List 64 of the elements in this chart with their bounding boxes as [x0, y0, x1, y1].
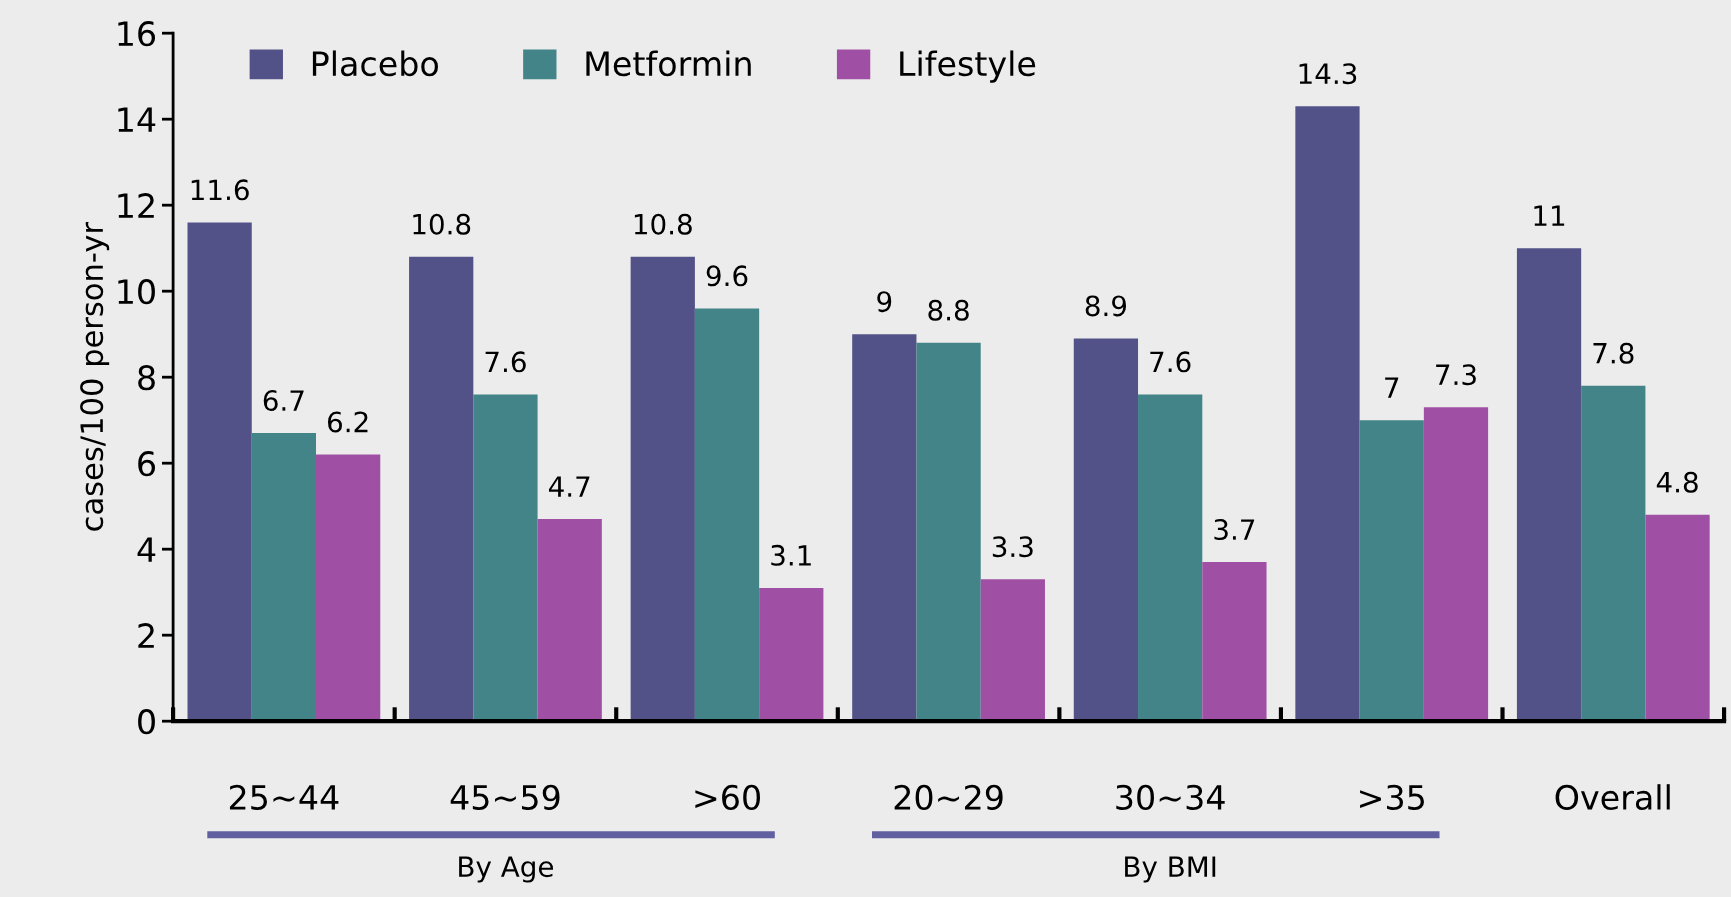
bar: [980, 579, 1045, 722]
bar: [251, 433, 317, 722]
bar: [916, 342, 981, 722]
bar: [1359, 420, 1424, 722]
data-label: 7.3: [1436, 364, 1476, 386]
data-label: 3.1: [771, 544, 811, 566]
x-tick-label: 20~29: [894, 784, 1003, 810]
y-tick-label: 4: [137, 537, 156, 562]
bar: [852, 334, 917, 722]
data-label: 11: [1534, 205, 1565, 226]
data-label: 9: [877, 291, 892, 313]
bar: [1516, 248, 1582, 722]
text: By BMI: [1125, 856, 1216, 883]
data-label: 14.3: [1299, 63, 1357, 85]
x-tick-label: >35: [1360, 784, 1424, 810]
bar: [630, 256, 695, 722]
y-axis-title: cases/100 person-yr: [80, 222, 110, 531]
data-label: 4.7: [548, 476, 590, 497]
text: By Age: [459, 856, 553, 883]
bar: [187, 222, 252, 722]
x-tick-label: >60: [695, 784, 760, 810]
y-tick-label: 0: [138, 709, 155, 735]
y-tick-label: 2: [138, 623, 154, 648]
data-label: 10.8: [634, 213, 692, 235]
data-label: 8.9: [1085, 295, 1127, 317]
data-label: 7: [1385, 377, 1399, 398]
x-tick-label: 30~34: [1116, 784, 1225, 810]
y-tick-label: 8: [138, 365, 155, 391]
x-tick-label: 25~44: [229, 784, 339, 810]
bar: [1202, 562, 1267, 722]
data-label: 9.6: [706, 265, 748, 287]
bar: [316, 454, 381, 722]
data-label: 7.6: [485, 351, 526, 373]
y-tick-label: 14: [118, 107, 156, 132]
data-label: 3.7: [1214, 519, 1255, 541]
bar: [537, 519, 602, 722]
bar: [694, 308, 760, 722]
bar: [1581, 385, 1646, 722]
bar: [1295, 106, 1360, 722]
data-label: 8.8: [928, 299, 969, 321]
bar: [409, 256, 474, 722]
data-label: 7.6: [1150, 351, 1191, 373]
x-tick-label: 45~59: [450, 784, 560, 810]
legend-label: Placebo: [312, 50, 438, 77]
bar: [1138, 394, 1203, 722]
data-label: 3.3: [992, 536, 1033, 558]
data-label: 6.2: [327, 411, 368, 433]
data-label: 10.8: [413, 213, 471, 235]
bar: [1645, 514, 1710, 722]
bar: [759, 587, 824, 722]
legend-label: Metformin: [586, 50, 751, 77]
y-tick-label: 6: [138, 451, 156, 477]
y-tick-label: 16: [118, 21, 156, 47]
data-label: 6.7: [263, 390, 304, 412]
data-label: 4.8: [1656, 471, 1698, 493]
x-tick-label: Overall: [1555, 784, 1670, 810]
y-tick-label: 10: [118, 279, 155, 305]
data-label: 11.6: [191, 179, 249, 201]
data-label: 7.8: [1593, 342, 1634, 364]
bar: [473, 394, 538, 722]
y-tick-label: 12: [118, 193, 154, 218]
legend-label: Lifestyle: [900, 50, 1036, 83]
bar: [1073, 338, 1139, 722]
bar: [1423, 407, 1489, 722]
